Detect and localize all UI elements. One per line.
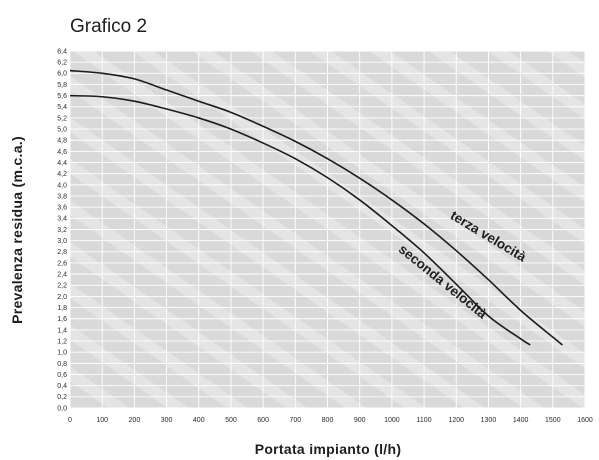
series-line-terza-velocita	[69, 69, 563, 346]
y-tick-label: 2,4	[57, 272, 67, 279]
y-tick-label: 0,8	[57, 361, 67, 368]
y-tick-label: 2,2	[57, 283, 67, 290]
y-tick-label: 2,0	[57, 294, 67, 301]
series-line-seconda-velocita	[69, 94, 531, 346]
y-tick-label: 6,0	[57, 71, 67, 78]
x-tick-label: 200	[129, 417, 141, 424]
y-tick-label: 1,6	[57, 316, 67, 323]
y-tick-label: 3,8	[57, 193, 67, 200]
y-tick-label: 5,4	[57, 104, 67, 111]
y-tick-label: 3,6	[57, 205, 67, 212]
y-tick-label: 1,2	[57, 338, 67, 345]
x-tick-label: 100	[96, 417, 108, 424]
x-tick-label: 700	[289, 417, 301, 424]
x-tick-label: 1100	[417, 417, 432, 424]
x-tick-label: 600	[257, 417, 269, 424]
y-tick-labels: 0,0 0,2 0,4 0,6 0,8 1,0 1,2 1,4 1,6 1,8 2,0 2,2 2,4 2…	[57, 48, 67, 412]
y-tick-label: 1,4	[57, 327, 67, 334]
x-tick-label: 500	[225, 417, 237, 424]
grid	[69, 50, 586, 409]
x-tick-label: 1200	[448, 417, 464, 424]
x-tick-label: 0	[68, 417, 72, 424]
y-tick-label: 4,2	[57, 171, 67, 178]
y-tick-label: 0,0	[57, 405, 67, 412]
x-tick-label: 1600	[577, 417, 593, 424]
y-tick-label: 0,2	[57, 394, 67, 401]
y-tick-label: 4,6	[57, 149, 67, 156]
x-tick-label: 1300	[481, 417, 497, 424]
x-tick-label: 1000	[384, 417, 400, 424]
y-tick-label: 6,4	[57, 48, 67, 55]
y-tick-label: 5,8	[57, 82, 67, 89]
y-tick-label: 4,0	[57, 182, 67, 189]
y-tick-label: 3,4	[57, 216, 67, 223]
y-tick-label: 5,2	[57, 115, 67, 122]
y-tick-label: 0,4	[57, 383, 67, 390]
x-tick-label: 1400	[513, 417, 529, 424]
y-tick-label: 2,6	[57, 260, 67, 267]
y-tick-label: 3,2	[57, 227, 67, 234]
y-tick-label: 1,8	[57, 305, 67, 312]
y-tick-label: 2,8	[57, 249, 67, 256]
y-tick-label: 4,4	[57, 160, 67, 167]
chart-title: Grafico 2	[70, 16, 147, 37]
y-tick-label: 5,0	[57, 126, 67, 133]
x-tick-label: 400	[193, 417, 205, 424]
x-tick-label: 1500	[545, 417, 561, 424]
x-axis-label: Portata impianto (l/h)	[255, 441, 402, 457]
series-lines	[69, 69, 563, 346]
x-tick-label: 300	[161, 417, 173, 424]
y-tick-label: 3,0	[57, 238, 67, 245]
x-tick-labels: 0 100 200 300 400 500 600 700 800 900 1000 1100 1200…	[68, 417, 593, 424]
y-axis-label: Prevalenza residua (m.c.a.)	[9, 136, 25, 324]
x-tick-label: 900	[354, 417, 366, 424]
y-tick-label: 4,8	[57, 138, 67, 145]
y-tick-label: 0,6	[57, 372, 67, 379]
y-tick-label: 6,2	[57, 60, 67, 67]
y-tick-label: 1,0	[57, 350, 67, 357]
y-tick-label: 5,6	[57, 93, 67, 100]
x-tick-label: 800	[322, 417, 334, 424]
